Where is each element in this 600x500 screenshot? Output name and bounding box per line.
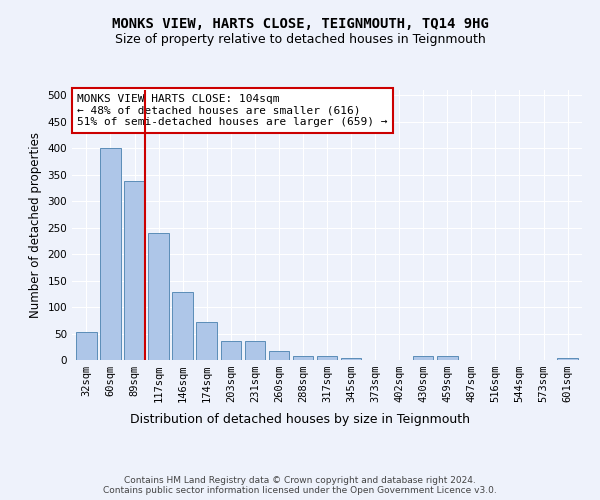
- Bar: [76, 332, 97, 360]
- Text: MONKS VIEW, HARTS CLOSE, TEIGNMOUTH, TQ14 9HG: MONKS VIEW, HARTS CLOSE, TEIGNMOUTH, TQ1…: [112, 18, 488, 32]
- Bar: [341, 358, 361, 360]
- Bar: [221, 342, 241, 360]
- Bar: [293, 356, 313, 360]
- Bar: [557, 358, 578, 360]
- Bar: [413, 356, 433, 360]
- Bar: [124, 181, 145, 360]
- Bar: [437, 356, 458, 360]
- Bar: [317, 356, 337, 360]
- Text: MONKS VIEW HARTS CLOSE: 104sqm
← 48% of detached houses are smaller (616)
51% of: MONKS VIEW HARTS CLOSE: 104sqm ← 48% of …: [77, 94, 388, 127]
- Y-axis label: Number of detached properties: Number of detached properties: [29, 132, 42, 318]
- Bar: [172, 292, 193, 360]
- Bar: [269, 351, 289, 360]
- Text: Contains HM Land Registry data © Crown copyright and database right 2024.
Contai: Contains HM Land Registry data © Crown c…: [103, 476, 497, 495]
- Bar: [148, 233, 169, 360]
- Text: Size of property relative to detached houses in Teignmouth: Size of property relative to detached ho…: [115, 32, 485, 46]
- Bar: [196, 322, 217, 360]
- Text: Distribution of detached houses by size in Teignmouth: Distribution of detached houses by size …: [130, 412, 470, 426]
- Bar: [100, 148, 121, 360]
- Bar: [245, 342, 265, 360]
